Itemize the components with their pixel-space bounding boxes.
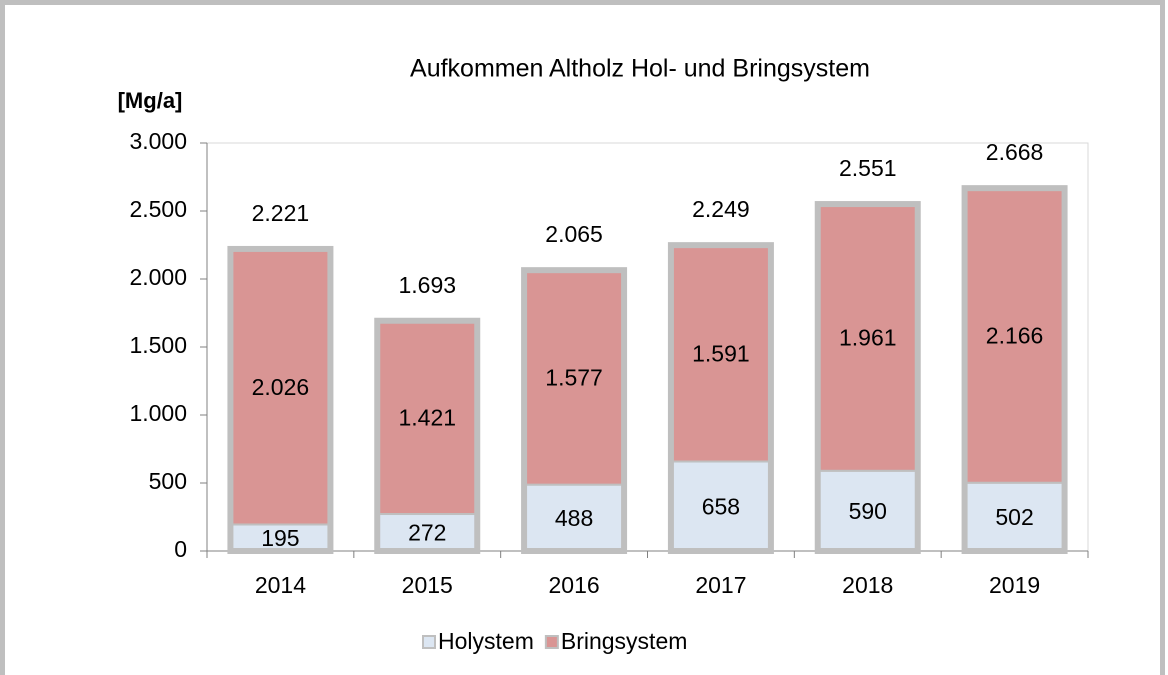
legend-swatch <box>544 635 559 649</box>
data-label: 1.421 <box>398 404 456 430</box>
total-label: 2.668 <box>986 139 1044 165</box>
legend-label: Holystem <box>438 628 534 654</box>
y-tick-label: 1.000 <box>129 400 187 426</box>
legend-swatch <box>422 635 436 649</box>
y-axis-label: [Mg/a] <box>118 88 183 113</box>
x-tick-label: 2017 <box>695 572 746 598</box>
x-tick-label: 2016 <box>548 572 599 598</box>
total-label: 2.065 <box>545 221 603 247</box>
total-label: 2.249 <box>692 196 750 222</box>
total-label: 2.221 <box>252 200 310 226</box>
data-label: 502 <box>995 504 1033 530</box>
x-tick-label: 2014 <box>255 572 306 598</box>
x-tick-label: 2015 <box>402 572 453 598</box>
total-label: 1.693 <box>398 272 456 298</box>
y-tick-label: 3.000 <box>129 128 187 154</box>
bar-outline <box>814 201 921 554</box>
x-tick-label: 2018 <box>842 572 893 598</box>
data-label: 2.166 <box>986 323 1044 349</box>
y-tick-label: 0 <box>174 536 187 562</box>
total-label: 2.551 <box>839 155 897 181</box>
bar-segment <box>963 187 1066 484</box>
data-label: 1.591 <box>692 340 750 366</box>
data-label: 2.026 <box>252 374 310 400</box>
bar-segment <box>669 460 772 552</box>
data-label: 195 <box>261 525 299 551</box>
data-label: 590 <box>849 498 887 524</box>
y-tick-label: 500 <box>149 468 187 494</box>
bar-outline <box>374 317 481 555</box>
bar-segment <box>523 269 626 486</box>
y-tick-label: 2.000 <box>129 264 187 290</box>
bar-segment <box>669 244 772 463</box>
bar-outline <box>227 245 334 554</box>
bar-outline <box>961 185 1068 554</box>
data-label: 1.577 <box>545 364 603 390</box>
bar-outline <box>521 267 628 554</box>
bar-outline <box>667 242 774 555</box>
data-label: 488 <box>555 505 593 531</box>
data-label: 658 <box>702 493 740 519</box>
legend-label: Bringsystem <box>561 628 688 654</box>
y-tick-label: 2.500 <box>129 196 187 222</box>
bar-segment <box>816 203 919 472</box>
y-tick-label: 1.500 <box>129 332 187 358</box>
data-label: 1.961 <box>839 324 897 350</box>
data-label: 272 <box>408 520 446 546</box>
x-tick-label: 2019 <box>989 572 1040 598</box>
chart-title: Aufkommen Altholz Hol- und Bringsystem <box>410 55 870 83</box>
